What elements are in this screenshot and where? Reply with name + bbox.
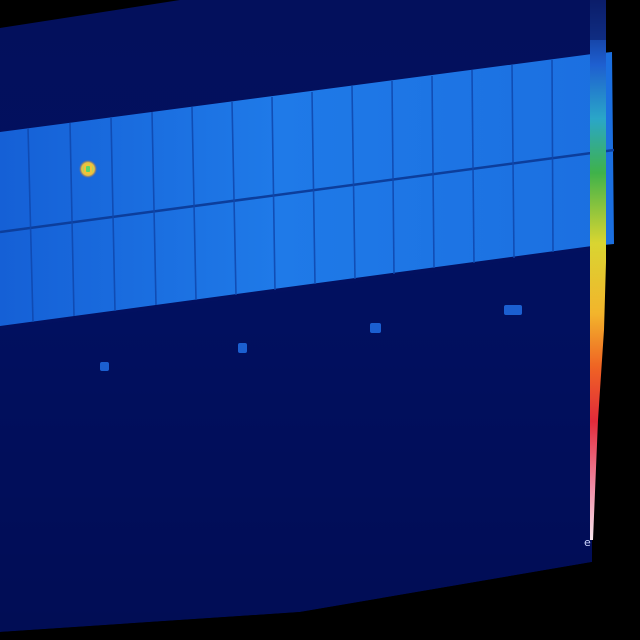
panel-band xyxy=(0,52,614,326)
temperature-scale-bar xyxy=(590,0,606,540)
ground-spot xyxy=(100,362,109,371)
hotspot-marker xyxy=(79,160,97,178)
ground-spot xyxy=(504,305,522,315)
scale-bar-label: e xyxy=(584,536,591,549)
ground-spot xyxy=(370,323,381,333)
solar-panel-row xyxy=(0,52,615,326)
bottom-mask xyxy=(0,560,640,640)
right-mask xyxy=(614,0,640,640)
ground-region xyxy=(0,250,592,632)
panel-seam xyxy=(0,148,615,234)
panel-cell-grid xyxy=(27,59,554,323)
ground-spot xyxy=(238,343,247,353)
ground-warm-spots xyxy=(100,305,522,371)
